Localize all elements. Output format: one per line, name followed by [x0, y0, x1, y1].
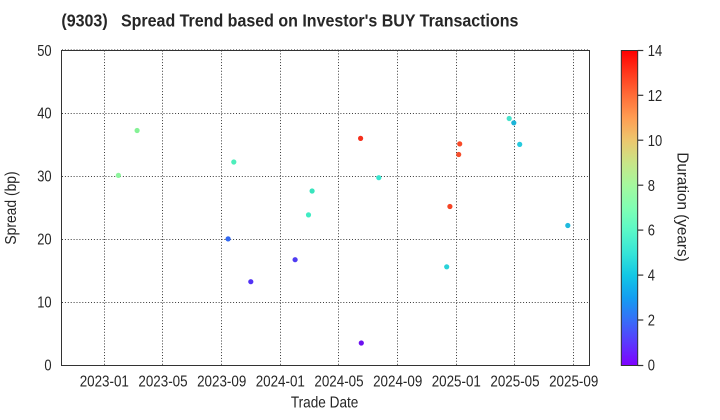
svg-text:2025-01: 2025-01	[432, 373, 481, 390]
svg-text:50: 50	[37, 43, 52, 60]
svg-text:2023-09: 2023-09	[197, 373, 246, 390]
svg-text:4: 4	[648, 268, 656, 285]
svg-text:10: 10	[37, 295, 52, 312]
svg-text:Trade Date: Trade Date	[291, 395, 359, 412]
svg-text:2025-09: 2025-09	[549, 373, 598, 390]
svg-text:30: 30	[37, 169, 52, 186]
svg-text:Spread (bp): Spread (bp)	[3, 171, 20, 244]
svg-text:8: 8	[648, 178, 655, 195]
svg-text:12: 12	[648, 88, 662, 105]
svg-text:10: 10	[648, 133, 663, 150]
svg-text:14: 14	[648, 43, 663, 60]
svg-text:6: 6	[648, 223, 655, 240]
svg-text:2024-01: 2024-01	[256, 373, 305, 390]
svg-text:20: 20	[37, 232, 52, 249]
svg-text:0: 0	[44, 358, 52, 375]
svg-text:2025-05: 2025-05	[490, 373, 539, 390]
svg-text:2: 2	[648, 313, 655, 330]
svg-text:2023-01: 2023-01	[80, 373, 129, 390]
svg-text:2023-05: 2023-05	[138, 373, 187, 390]
svg-text:2024-05: 2024-05	[314, 373, 363, 390]
svg-text:0: 0	[648, 358, 656, 375]
svg-text:(9303) Spread Trend based on: (9303) Spread Trend based on Investor's …	[61, 10, 518, 30]
svg-text:Duration (years): Duration (years)	[673, 152, 690, 261]
svg-text:2024-09: 2024-09	[373, 373, 422, 390]
svg-text:40: 40	[37, 106, 52, 123]
